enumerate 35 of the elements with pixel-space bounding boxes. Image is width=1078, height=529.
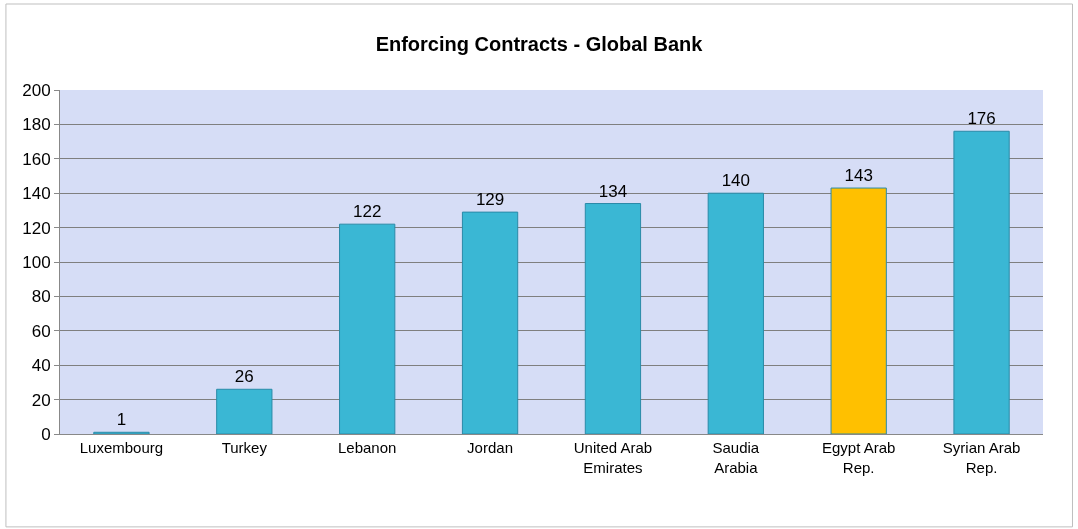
bar: [707, 192, 764, 434]
bar: [584, 203, 642, 434]
x-tick-label: Saudia Arabia: [712, 439, 760, 476]
y-tick-label: 180: [22, 115, 51, 135]
data-label: 122: [353, 202, 382, 222]
data-label: 143: [844, 166, 873, 186]
y-tick-label: 20: [31, 390, 51, 410]
x-tick-label: Syrian Arab Rep.: [942, 439, 1021, 476]
x-tick-label: Jordan: [467, 439, 513, 456]
x-tick-label: Lebanon: [337, 439, 397, 456]
bar: [339, 223, 396, 434]
x-tick-label: Egypt Arab Rep.: [821, 439, 896, 476]
data-label: 26: [234, 367, 254, 387]
y-tick-label: 160: [22, 149, 51, 169]
data-label: 134: [598, 181, 628, 201]
x-tick-label: Luxembourg: [79, 439, 164, 456]
data-label: 140: [721, 171, 750, 191]
bar: [216, 388, 273, 434]
bar: [953, 130, 1010, 434]
chart-title: Enforcing Contracts - Global Bank: [375, 33, 704, 56]
y-tick-label: 60: [31, 321, 51, 341]
y-tick-label: 80: [31, 287, 51, 307]
x-tick-label: Turkey: [221, 439, 268, 456]
y-tick-label: 140: [22, 184, 51, 204]
bar: [830, 187, 887, 434]
data-label: 129: [475, 190, 505, 210]
y-tick-label: 200: [22, 80, 51, 100]
y-tick-label: 0: [41, 424, 51, 444]
data-label: 176: [967, 109, 996, 129]
y-tick-label: 40: [31, 356, 51, 376]
y-tick-label: 100: [22, 252, 51, 272]
data-label: 1: [116, 410, 127, 430]
x-tick-label: United Arab Emirates: [573, 439, 653, 476]
y-tick-label: 120: [22, 218, 51, 238]
bar: [461, 211, 519, 434]
